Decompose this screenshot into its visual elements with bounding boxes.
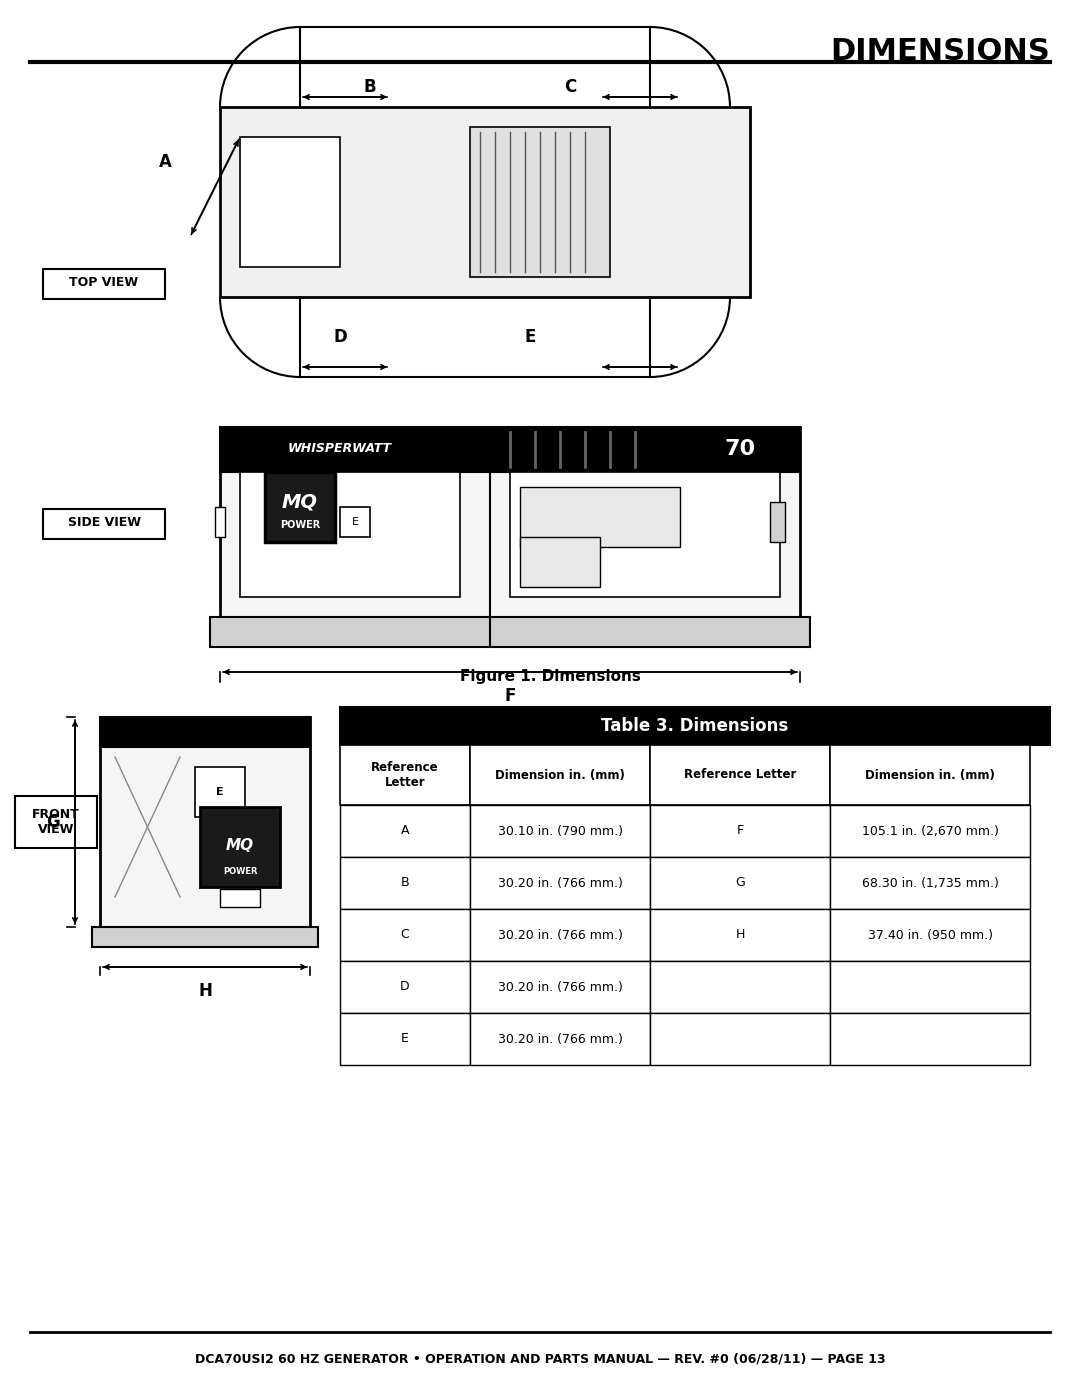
Bar — [210, 617, 810, 647]
Text: 30.20 in. (766 mm.): 30.20 in. (766 mm.) — [498, 876, 622, 890]
Text: DIMENSIONS: DIMENSIONS — [831, 36, 1050, 66]
Bar — [200, 807, 280, 887]
Text: F: F — [504, 687, 515, 705]
Text: MQ: MQ — [282, 493, 318, 511]
Bar — [470, 127, 610, 277]
Bar — [340, 856, 470, 909]
Text: 30.20 in. (766 mm.): 30.20 in. (766 mm.) — [498, 1032, 622, 1045]
Bar — [831, 805, 1030, 856]
Polygon shape — [114, 757, 180, 897]
Text: Figure 1. Dimensions: Figure 1. Dimensions — [460, 669, 640, 685]
Bar — [240, 472, 460, 597]
Text: 30.10 in. (790 mm.): 30.10 in. (790 mm.) — [498, 824, 622, 837]
Bar — [340, 507, 370, 536]
Bar — [340, 1013, 470, 1065]
FancyBboxPatch shape — [43, 270, 165, 299]
Text: 37.40 in. (950 mm.): 37.40 in. (950 mm.) — [867, 929, 993, 942]
Bar — [470, 961, 650, 1013]
Bar — [220, 888, 260, 907]
Text: B: B — [401, 876, 409, 890]
Bar — [100, 717, 310, 747]
Bar — [470, 805, 650, 856]
Text: 70: 70 — [725, 439, 756, 460]
Text: E: E — [401, 1032, 409, 1045]
Bar — [831, 961, 1030, 1013]
Text: D: D — [401, 981, 409, 993]
Text: G: G — [46, 813, 60, 831]
Text: H: H — [198, 982, 212, 1000]
Text: Table 3. Dimensions: Table 3. Dimensions — [602, 717, 788, 735]
Bar — [265, 472, 335, 542]
Bar — [831, 909, 1030, 961]
Bar — [220, 108, 750, 298]
Bar — [340, 707, 1050, 745]
Bar — [215, 507, 225, 536]
Text: C: C — [564, 78, 576, 96]
Bar — [100, 717, 310, 928]
Bar — [650, 909, 831, 961]
FancyBboxPatch shape — [15, 796, 97, 848]
Text: E: E — [524, 328, 536, 346]
Bar — [510, 472, 780, 597]
Bar — [220, 427, 800, 472]
Bar — [650, 1013, 831, 1065]
Bar — [470, 856, 650, 909]
Bar — [650, 856, 831, 909]
Text: FRONT
VIEW: FRONT VIEW — [32, 807, 80, 835]
Text: 30.20 in. (766 mm.): 30.20 in. (766 mm.) — [498, 981, 622, 993]
Bar — [340, 909, 470, 961]
Bar — [831, 745, 1030, 805]
Bar — [340, 961, 470, 1013]
Text: A: A — [159, 154, 172, 170]
Text: A: A — [401, 824, 409, 837]
Text: POWER: POWER — [222, 868, 257, 876]
Bar — [340, 805, 470, 856]
Bar — [470, 909, 650, 961]
Text: F: F — [737, 824, 743, 837]
Text: E: E — [216, 787, 224, 798]
Text: G: G — [735, 876, 745, 890]
Bar — [195, 767, 245, 817]
Text: POWER: POWER — [280, 520, 320, 529]
Text: E: E — [351, 517, 359, 527]
Text: B: B — [364, 78, 376, 96]
Bar — [831, 1013, 1030, 1065]
Text: WHISPERWATT: WHISPERWATT — [288, 443, 392, 455]
Text: C: C — [401, 929, 409, 942]
FancyBboxPatch shape — [43, 509, 165, 539]
Bar — [519, 488, 680, 548]
Text: DCA70USI2 60 HZ GENERATOR • OPERATION AND PARTS MANUAL — REV. #0 (06/28/11) — PA: DCA70USI2 60 HZ GENERATOR • OPERATION AN… — [194, 1352, 886, 1365]
Text: Dimension in. (mm): Dimension in. (mm) — [865, 768, 995, 781]
Bar — [831, 856, 1030, 909]
Circle shape — [573, 550, 586, 563]
Text: Dimension in. (mm): Dimension in. (mm) — [495, 768, 625, 781]
Text: Reference
Letter: Reference Letter — [372, 761, 438, 789]
Text: TOP VIEW: TOP VIEW — [69, 275, 138, 289]
Text: D: D — [333, 328, 347, 346]
Bar — [519, 536, 600, 587]
Bar — [770, 502, 785, 542]
Bar — [650, 805, 831, 856]
Bar — [240, 137, 340, 267]
Bar — [340, 745, 470, 805]
Bar — [650, 961, 831, 1013]
Text: H: H — [735, 929, 745, 942]
Text: Reference Letter: Reference Letter — [684, 768, 796, 781]
Bar — [92, 928, 318, 947]
Circle shape — [534, 550, 546, 563]
Text: 68.30 in. (1,735 mm.): 68.30 in. (1,735 mm.) — [862, 876, 998, 890]
Text: SIDE VIEW: SIDE VIEW — [67, 515, 140, 528]
Text: 30.20 in. (766 mm.): 30.20 in. (766 mm.) — [498, 929, 622, 942]
Bar — [470, 745, 650, 805]
Bar — [220, 427, 800, 617]
Bar — [470, 1013, 650, 1065]
Circle shape — [554, 550, 566, 563]
Text: MQ: MQ — [226, 837, 254, 852]
Bar — [650, 745, 831, 805]
Text: 105.1 in. (2,670 mm.): 105.1 in. (2,670 mm.) — [862, 824, 998, 837]
